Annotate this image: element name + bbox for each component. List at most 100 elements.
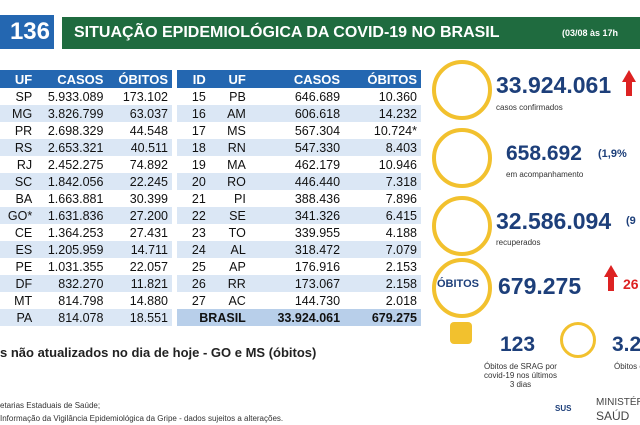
row: 27 AC 144.730 2.018	[177, 292, 421, 309]
cell: 7.079	[344, 241, 421, 258]
row: BA 1.663.881 30.399	[0, 190, 172, 207]
footer-source: etarias Estaduais de Saúde;	[0, 401, 101, 410]
footer-note: s não atualizados no dia de hoje - GO e …	[0, 345, 317, 360]
cell: 2.653.321	[36, 139, 108, 156]
cell: 462.179	[249, 156, 345, 173]
cell: 25	[177, 258, 210, 275]
cell: PR	[0, 122, 37, 139]
arrow-stem	[608, 277, 614, 291]
cell: 11.821	[107, 275, 172, 292]
cell: PB	[209, 88, 250, 105]
deaths-title: ÓBITOS	[437, 278, 479, 290]
row: SC 1.842.056 22.245	[0, 173, 172, 190]
cell: 14.711	[107, 241, 172, 258]
cell: MT	[0, 292, 37, 309]
title-band	[62, 17, 640, 49]
stat-label: casos confirmados	[496, 103, 563, 112]
cell: 341.326	[249, 207, 345, 224]
row: RJ 2.452.275 74.892	[0, 156, 172, 173]
cell: 814.078	[36, 309, 108, 326]
icon	[432, 128, 492, 188]
row: 16 AM 606.618 14.232	[177, 105, 421, 122]
stat-label: recuperados	[496, 238, 541, 247]
cell: SP	[0, 88, 37, 105]
sus-logo: SUS	[555, 404, 572, 413]
total-cell: BRASIL	[177, 309, 250, 326]
row: 26 RR 173.067 2.158	[177, 275, 421, 292]
row: 20 RO 446.440 7.318	[177, 173, 421, 190]
row: 22 SE 341.326 6.415	[177, 207, 421, 224]
cell: DF	[0, 275, 37, 292]
cell: TO	[209, 224, 250, 241]
cell: 1.842.056	[36, 173, 108, 190]
left-table: UF CASOS ÓBITOS SP 5.933.089 173.102 MG 3.826.7…	[0, 70, 172, 326]
cell: 176.916	[249, 258, 345, 275]
cell: 6.415	[344, 207, 421, 224]
cell: PI	[209, 190, 250, 207]
cell: 567.304	[249, 122, 345, 139]
stat-pct: (9	[626, 215, 636, 227]
cell: 547.330	[249, 139, 345, 156]
cell: 3.826.799	[36, 105, 108, 122]
column-header: ÓBITOS	[344, 70, 421, 88]
column-header: ID	[177, 70, 210, 88]
cell: 26	[177, 275, 210, 292]
cell: 15	[177, 88, 210, 105]
column-header: ÓBITOS	[107, 70, 172, 88]
row: 24 AL 318.472 7.079	[177, 241, 421, 258]
total-cell: 33.924.061	[249, 309, 345, 326]
cell: 1.631.836	[36, 207, 108, 224]
stat-label: em acompanhamento	[506, 170, 584, 179]
cell: RO	[209, 173, 250, 190]
cell: SC	[0, 173, 37, 190]
icon	[432, 258, 492, 318]
cell: 74.892	[107, 156, 172, 173]
cell: 2.153	[344, 258, 421, 275]
column-header: CASOS	[249, 70, 345, 88]
row: MG 3.826.799 63.037	[0, 105, 172, 122]
row: MT 814.798 14.880	[0, 292, 172, 309]
cell: 2.452.275	[36, 156, 108, 173]
cell: 22.057	[107, 258, 172, 275]
cell: 814.798	[36, 292, 108, 309]
stat-label: Óbitos e inve	[614, 362, 640, 371]
cell: 144.730	[249, 292, 345, 309]
cell: 27	[177, 292, 210, 309]
cell: 173.067	[249, 275, 345, 292]
row: PR 2.698.329 44.548	[0, 122, 172, 139]
row: 15 PB 646.689 10.360	[177, 88, 421, 105]
cell: 7.318	[344, 173, 421, 190]
stat-value: 3.2	[612, 333, 640, 356]
stat-value: 658.692	[506, 142, 582, 165]
row: 19 MA 462.179 10.946	[177, 156, 421, 173]
cell: 1.364.253	[36, 224, 108, 241]
cell: 19	[177, 156, 210, 173]
cell: 16	[177, 105, 210, 122]
arrow-stem	[626, 82, 632, 96]
column-header: CASOS	[36, 70, 108, 88]
srag-icon	[450, 322, 472, 344]
cell: 832.270	[36, 275, 108, 292]
cell: 24	[177, 241, 210, 258]
cell: 14.880	[107, 292, 172, 309]
icon	[432, 60, 492, 120]
cell: 339.955	[249, 224, 345, 241]
ministry: SAÚD	[596, 409, 630, 423]
search-icon	[560, 322, 596, 358]
stat-value: 32.586.094	[496, 208, 612, 234]
total-cell: 679.275	[344, 309, 421, 326]
cell: SE	[209, 207, 250, 224]
cell: 27.431	[107, 224, 172, 241]
cell: 63.037	[107, 105, 172, 122]
cell: 4.188	[344, 224, 421, 241]
cell: RN	[209, 139, 250, 156]
cell: AP	[209, 258, 250, 275]
cell: MS	[209, 122, 250, 139]
stat-value: 33.924.061	[496, 72, 612, 98]
cell: 2.018	[344, 292, 421, 309]
row: 25 AP 176.916 2.153	[177, 258, 421, 275]
cell: 14.232	[344, 105, 421, 122]
ministry: MINISTÉRIO DA	[596, 397, 640, 408]
cell: 1.663.881	[36, 190, 108, 207]
